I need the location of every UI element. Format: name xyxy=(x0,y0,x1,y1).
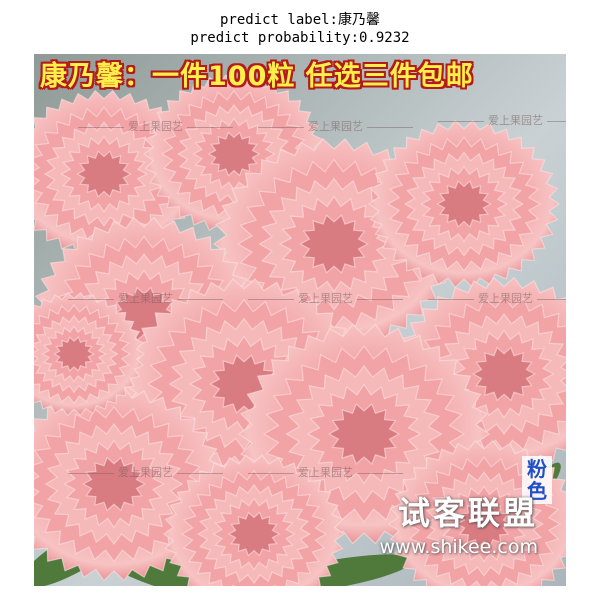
petal-layer xyxy=(227,511,281,557)
carnation-bloom xyxy=(367,119,561,289)
predict-probability-caption: predict probability:0.9232 xyxy=(190,30,410,46)
petal-layer xyxy=(207,131,261,177)
shikee-logo: 试客联盟 xyxy=(397,494,538,532)
watermark: 爱上果园艺 xyxy=(64,464,227,480)
blooms-group xyxy=(34,74,566,586)
predict-label-caption: predict label:康乃馨 xyxy=(219,12,380,28)
shikee-url: www.shikee.com xyxy=(379,536,538,558)
watermark: 爱上果园艺 xyxy=(244,290,407,306)
carnation-photo-art xyxy=(34,54,566,586)
petal-layer xyxy=(436,180,492,228)
carnation-bloom xyxy=(34,291,146,417)
carnation-bloom xyxy=(387,439,566,586)
petal-layer xyxy=(76,150,132,198)
promo-banner: 康乃馨：一件100粒 任选三件包邮 xyxy=(40,61,474,92)
petal-layer xyxy=(471,346,537,402)
watermark: 爱上果园艺 xyxy=(244,464,407,480)
watermark: 爱上果园艺 xyxy=(254,118,417,134)
petal-layer xyxy=(53,336,95,372)
petal-layer xyxy=(299,214,369,274)
watermark: 爱上果园艺 xyxy=(424,290,566,306)
watermark: 爱上果园艺 xyxy=(74,118,237,134)
petal-layer xyxy=(327,402,401,466)
carnation-photo: 康乃馨：一件100粒 任选三件包邮 爱上果园艺 爱上果园艺 爱上果园艺 爱上果园… xyxy=(34,54,566,586)
petal-layer xyxy=(456,500,512,548)
watermark: 爱上果园艺 xyxy=(434,112,566,128)
carnation-bloom xyxy=(34,386,226,582)
carnation-bloom xyxy=(162,454,346,586)
color-tag: 粉色 xyxy=(522,456,552,504)
watermark: 爱上果园艺 xyxy=(64,290,227,306)
